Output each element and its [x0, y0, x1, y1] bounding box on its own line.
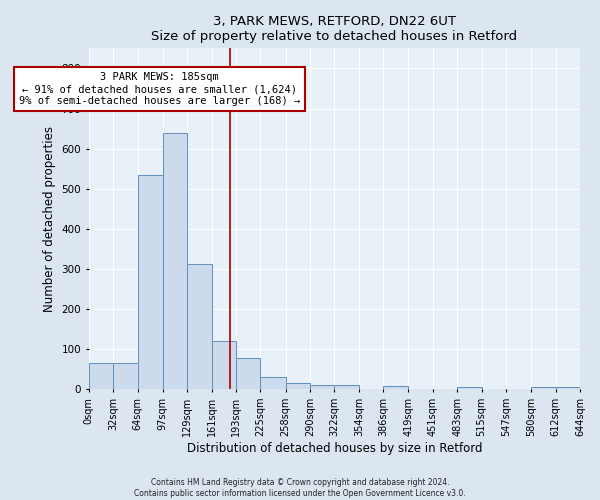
Bar [334, 385, 359, 390]
Title: 3, PARK MEWS, RETFORD, DN22 6UT
Size of property relative to detached houses in : 3, PARK MEWS, RETFORD, DN22 6UT Size of … [151, 15, 517, 43]
Bar [457, 387, 482, 390]
X-axis label: Distribution of detached houses by size in Retford: Distribution of detached houses by size … [187, 442, 482, 455]
Bar [187, 264, 212, 390]
Bar [89, 363, 113, 390]
Bar [236, 358, 260, 390]
Bar [260, 378, 286, 390]
Bar [113, 363, 137, 390]
Text: Contains HM Land Registry data © Crown copyright and database right 2024.
Contai: Contains HM Land Registry data © Crown c… [134, 478, 466, 498]
Bar [310, 385, 334, 390]
Y-axis label: Number of detached properties: Number of detached properties [43, 126, 56, 312]
Bar [163, 134, 187, 390]
Bar [212, 341, 236, 390]
Text: 3 PARK MEWS: 185sqm
← 91% of detached houses are smaller (1,624)
9% of semi-deta: 3 PARK MEWS: 185sqm ← 91% of detached ho… [19, 72, 300, 106]
Bar [556, 388, 580, 390]
Bar [286, 384, 310, 390]
Bar [383, 386, 409, 390]
Bar [531, 388, 556, 390]
Bar [137, 174, 163, 390]
